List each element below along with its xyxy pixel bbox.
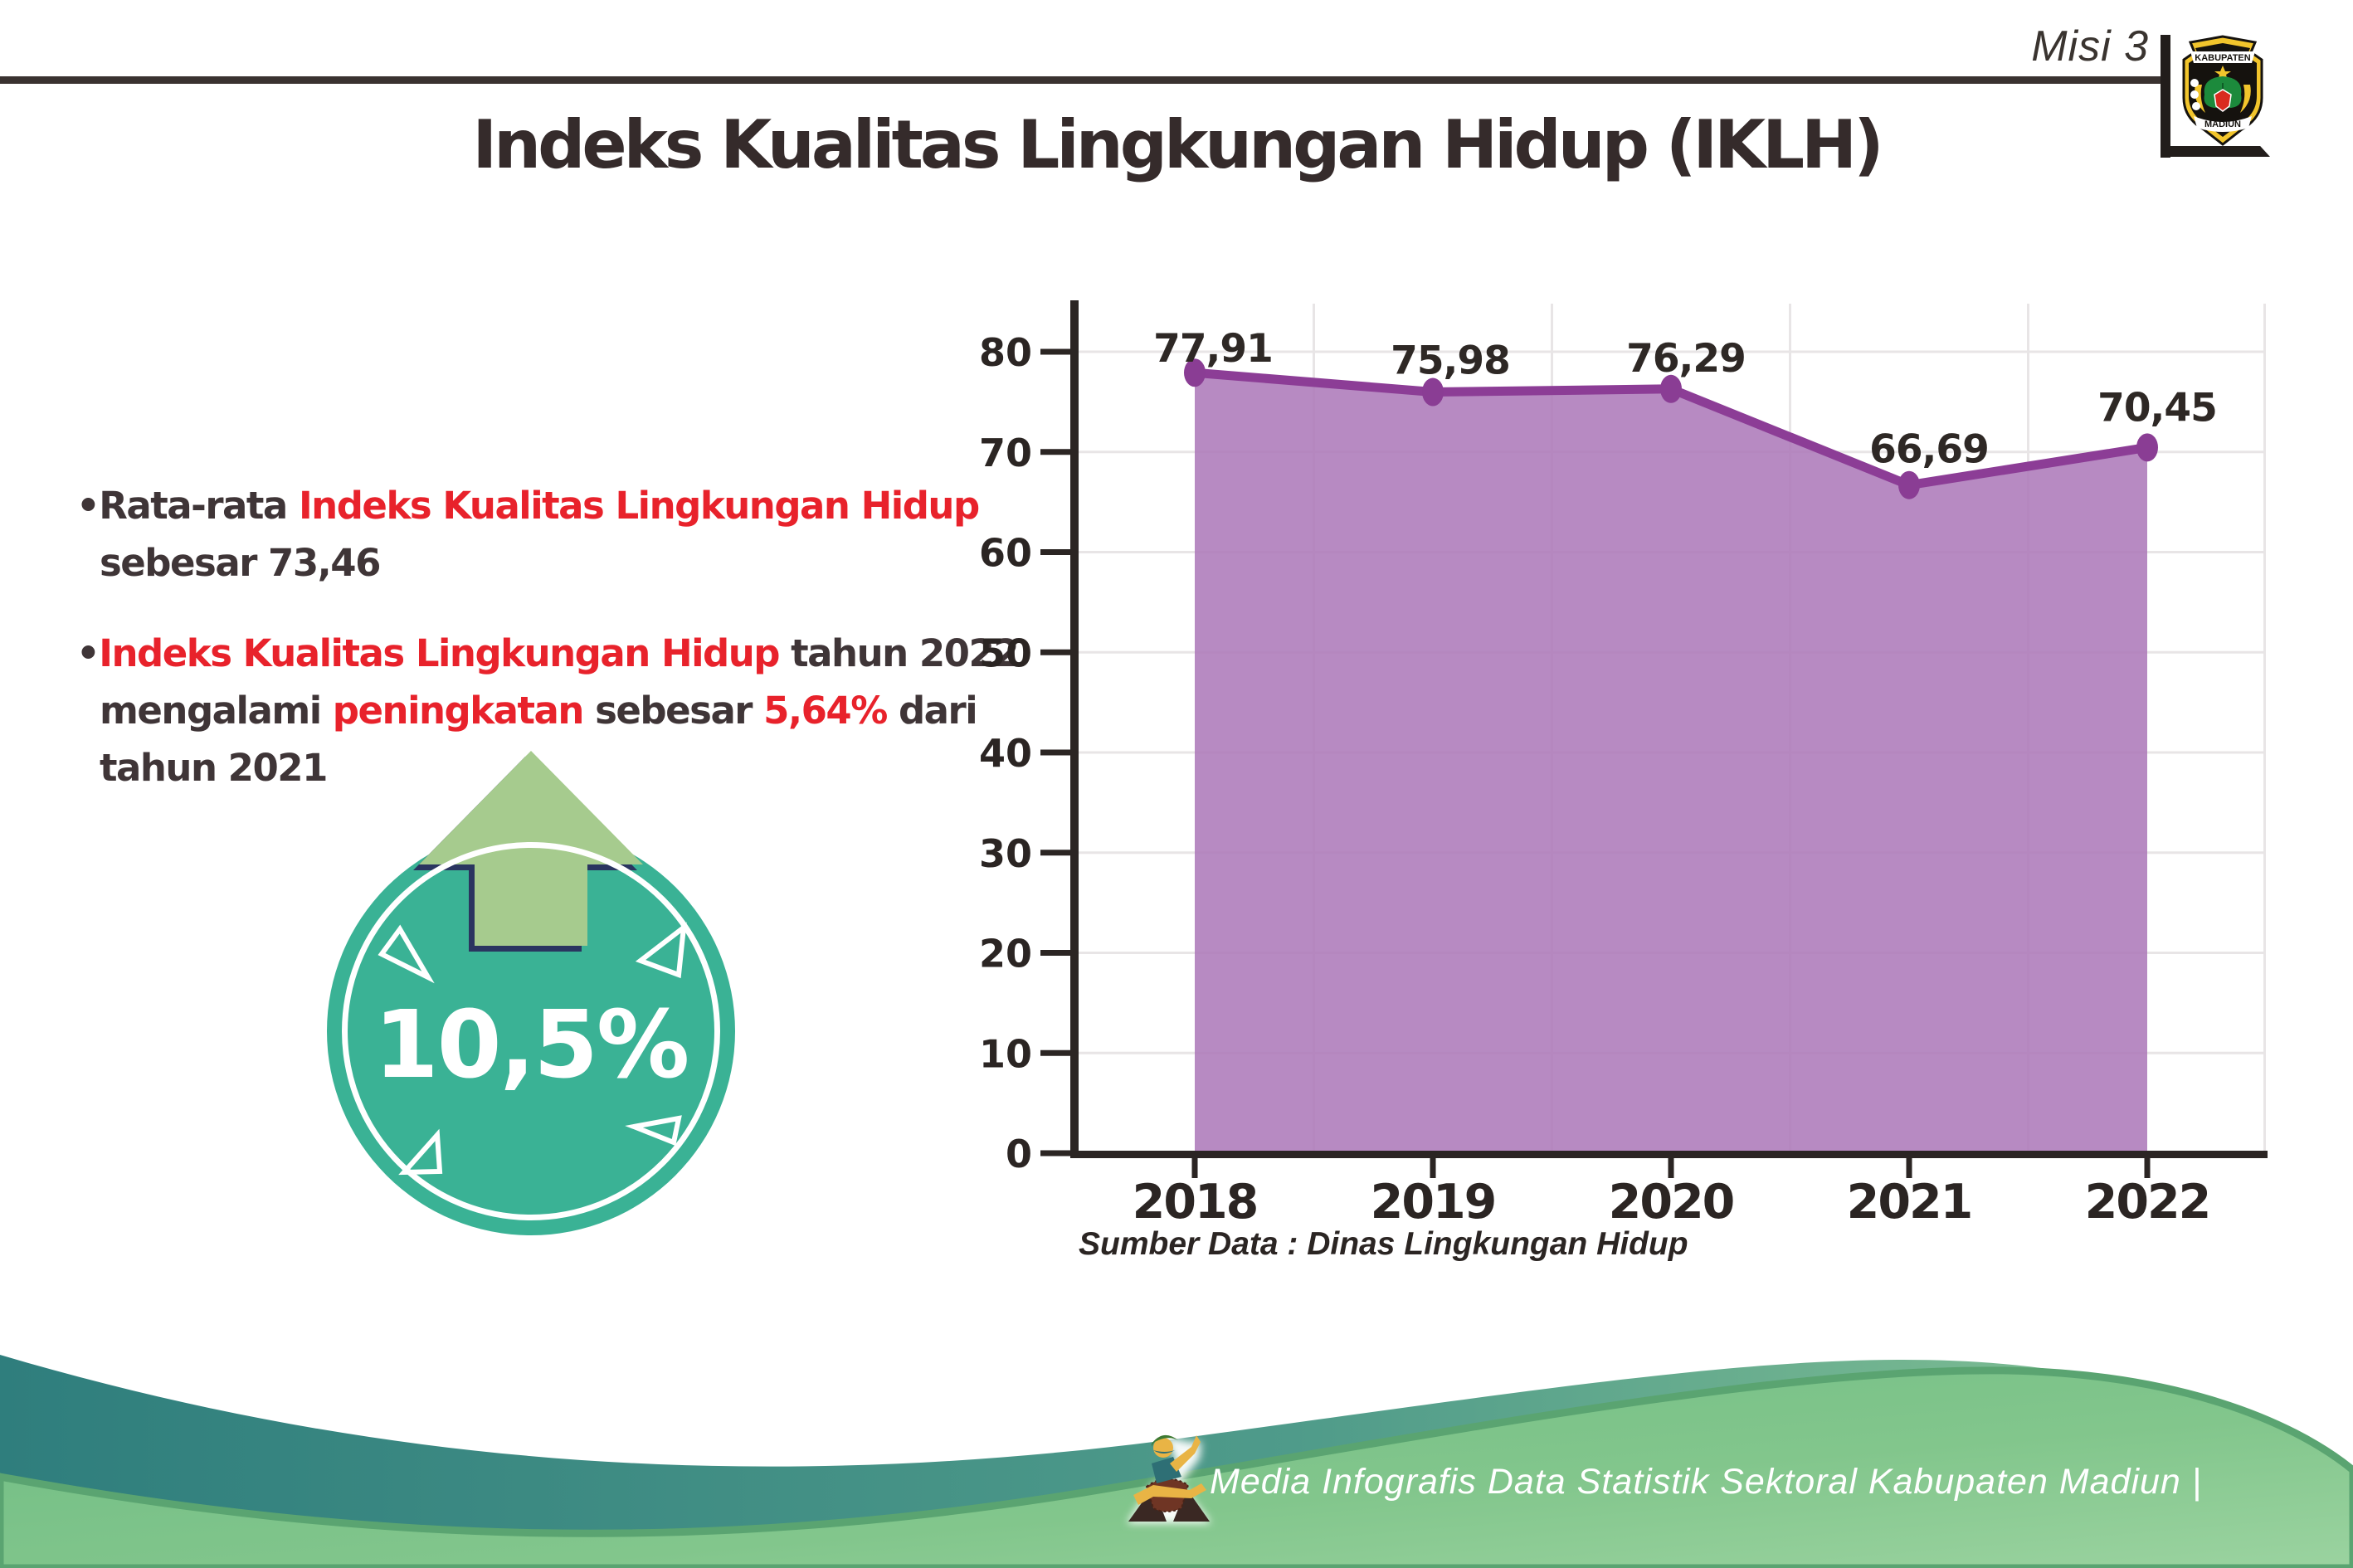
y-tick	[1040, 649, 1070, 655]
bullet-increase-2022: •Indeks Kualitas Lingkungan Hidup tahun …	[76, 625, 1155, 796]
data-point-2020	[1660, 374, 1682, 403]
y-tick-label: 20	[979, 932, 1032, 976]
y-tick	[1040, 1049, 1070, 1056]
mission-label: Misi 3	[2031, 22, 2149, 71]
bullet2-line3: tahun 2021	[100, 746, 328, 790]
bullet2-mid2: sebesar	[582, 689, 764, 733]
bullet2-mid3: dari	[886, 689, 978, 733]
x-tick	[2144, 1158, 2151, 1178]
logo-bottom-text: MADIUN	[2204, 119, 2241, 129]
x-tick	[1668, 1158, 1674, 1178]
bullet2-highlight1: Indeks Kualitas Lingkungan Hidup	[99, 631, 780, 675]
header-rule	[0, 76, 2161, 84]
y-tick-label: 80	[979, 330, 1032, 375]
bullet2-line2-pre: mengalami	[100, 689, 333, 733]
value-label-2019: 75,98	[1391, 338, 1510, 384]
bullet2-pre: •	[76, 631, 100, 675]
page-title: Indeks Kualitas Lingkungan Hidup (IKLH)	[472, 106, 1883, 183]
logo-top-text: KABUPATEN	[2195, 53, 2250, 63]
footer-caption: Media Infografis Data Statistik Sektoral…	[1210, 1462, 2202, 1502]
bullet1-line2: sebesar 73,46	[100, 541, 381, 585]
x-tick-label-2018: 2018	[1133, 1175, 1258, 1230]
data-point-2021	[1898, 470, 1920, 499]
data-point-2019	[1422, 377, 1444, 407]
y-tick	[1040, 348, 1070, 355]
y-tick	[1040, 449, 1070, 455]
value-label-2018: 77,91	[1153, 326, 1273, 372]
y-tick-label: 50	[979, 631, 1032, 675]
y-tick	[1040, 850, 1070, 856]
x-axis-line	[1070, 1151, 2268, 1158]
x-tick	[1906, 1158, 1912, 1178]
footer-wave-green	[0, 1366, 2353, 1568]
value-label-2022: 70,45	[2097, 385, 2217, 431]
x-tick-label-2020: 2020	[1609, 1175, 1734, 1230]
y-tick	[1040, 549, 1070, 555]
bullet2-highlight3: 5,64%	[763, 689, 888, 733]
y-axis-line	[1070, 300, 1079, 1158]
x-tick-label-2019: 2019	[1371, 1175, 1496, 1230]
bullet-average-iklh: •Rata-rata Indeks Kualitas Lingkungan Hi…	[76, 477, 1155, 592]
value-label-2020: 76,29	[1626, 336, 1746, 382]
data-point-2022	[2136, 433, 2158, 462]
y-tick-label: 40	[979, 731, 1032, 776]
x-tick	[1430, 1158, 1436, 1178]
data-point-2018	[1184, 358, 1206, 387]
bullet2-highlight2: peningkatan	[332, 689, 585, 733]
y-tick-label: 0	[1006, 1132, 1032, 1176]
area-fill	[1195, 373, 2147, 1153]
badge-ring	[342, 842, 720, 1220]
kabupaten-madiun-logo: KABUPATEN MADIUN	[2182, 35, 2263, 146]
increase-percentage: 10,5%	[373, 991, 690, 1099]
y-tick	[1040, 749, 1070, 756]
x-tick	[1191, 1158, 1198, 1178]
bullet2-mid1: tahun 2022	[779, 631, 1019, 675]
bullet1-pre: •Rata-rata	[76, 484, 299, 528]
y-tick	[1040, 1150, 1070, 1157]
y-tick-label: 70	[979, 431, 1032, 475]
value-label-2021: 66,69	[1869, 427, 1989, 473]
x-tick-label-2021: 2021	[1847, 1175, 1972, 1230]
logo-frame-vertical	[2161, 35, 2170, 158]
mascot-dancer-icon	[1127, 1434, 1211, 1523]
source-note: Sumber Data : Dinas Lingkungan Hidup	[1079, 1226, 1688, 1262]
iklh-area-chart: 0 10 20 30 40 50 60 70 80 2018 2019 2020 2021 2022 77,…	[979, 300, 2268, 1230]
y-tick-label: 10	[979, 1031, 1032, 1076]
bullet1-highlight: Indeks Kualitas Lingkungan Hidup	[298, 484, 980, 528]
x-tick-label-2022: 2022	[2085, 1175, 2210, 1230]
logo-frame-horizontal	[2161, 146, 2270, 157]
y-tick-label: 30	[979, 831, 1032, 876]
y-tick	[1040, 950, 1070, 956]
y-tick-label: 60	[979, 531, 1032, 576]
